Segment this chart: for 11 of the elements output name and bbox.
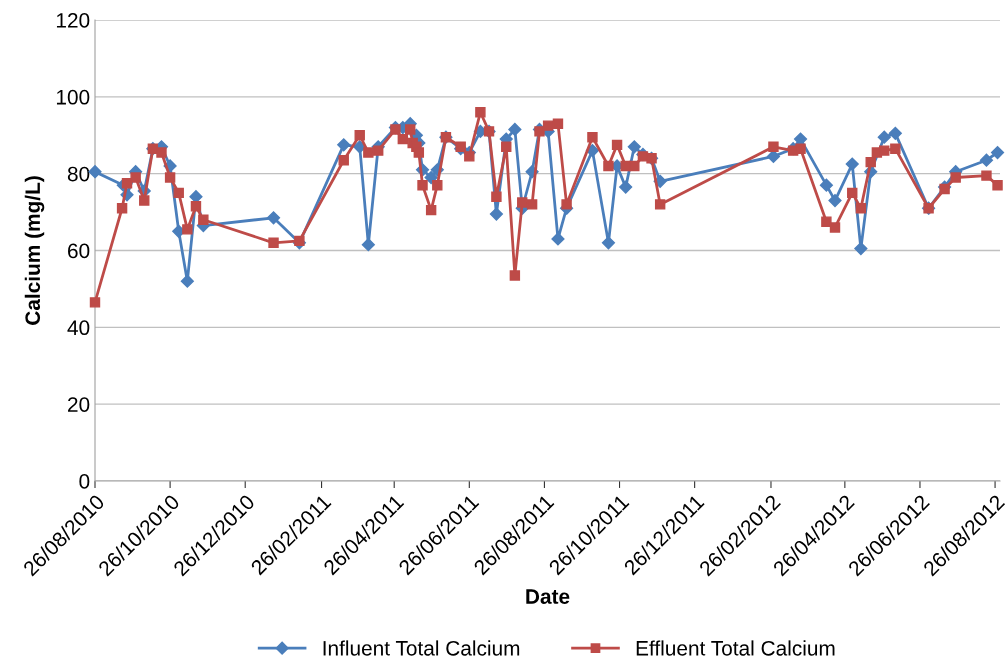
y-axis-title: Calcium (mg/L) (24, 176, 45, 325)
y-tick-label: 80 (67, 166, 90, 182)
y-tick-label: 120 (56, 13, 90, 28)
y-tick-label: 60 (68, 243, 90, 259)
y-tick-label: 0 (79, 474, 90, 489)
legend-label: Effluent Total Calcium (636, 640, 835, 656)
y-tick-label: 100 (56, 89, 90, 105)
y-tick-label: 20 (68, 397, 90, 412)
y-tick-label: 40 (67, 320, 90, 336)
x-axis-title: Date (526, 589, 570, 604)
legend-label: Influent Total Calcium (323, 640, 520, 656)
